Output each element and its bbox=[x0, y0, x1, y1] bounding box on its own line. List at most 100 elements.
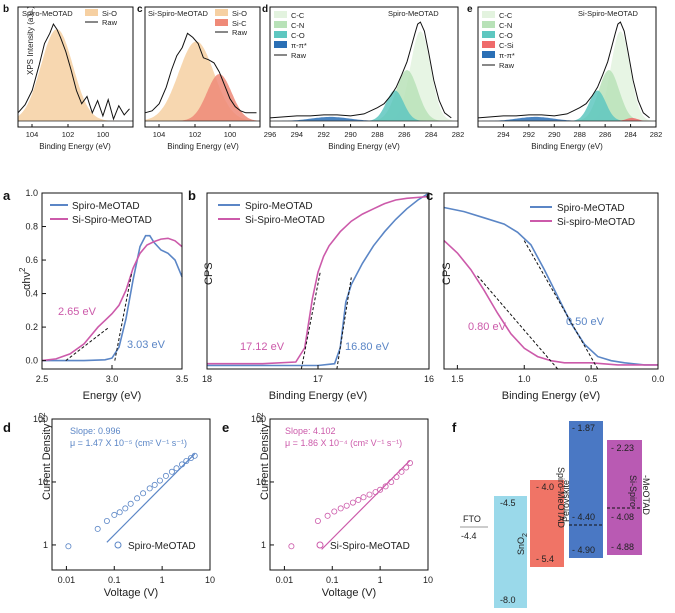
x-tick-label: 100 bbox=[97, 130, 110, 139]
fitted-peak bbox=[270, 70, 458, 121]
data-point bbox=[134, 495, 141, 502]
annotation: 2.65 eV bbox=[58, 306, 97, 318]
y-tick-label: 0.2 bbox=[25, 322, 38, 332]
inset-label: Spiro-MeOTAD bbox=[388, 9, 439, 18]
plot-area bbox=[17, 23, 133, 122]
y-tick-label: 100 bbox=[33, 414, 48, 424]
x-axis-label: Binding Energy (eV) bbox=[39, 142, 111, 151]
x-tick-label: 10 bbox=[205, 575, 215, 585]
mobility-text: μ = 1.47 X 10⁻⁵ (cm² V⁻¹ s⁻¹) bbox=[70, 438, 187, 448]
perovskite-label: Perovskite bbox=[561, 480, 571, 522]
legend-label: C-O bbox=[291, 31, 305, 40]
y-axis-label: XPS Intensity (a.u.) bbox=[26, 6, 35, 75]
spiro-mid-value: - 4.40 bbox=[572, 512, 595, 522]
sno2-bottom-value: -8.0 bbox=[500, 595, 516, 605]
data-point bbox=[360, 494, 367, 501]
spiro-top-value: - 1.87 bbox=[572, 423, 595, 433]
sno2-top-value: -4.5 bbox=[500, 498, 516, 508]
axes-frame bbox=[51, 418, 211, 571]
x-tick-labels: 104 102 100 bbox=[26, 124, 110, 139]
plot-area bbox=[477, 21, 656, 122]
x-tick-label: 1.0 bbox=[518, 374, 531, 384]
raw-spectrum-line bbox=[144, 32, 257, 114]
legend-label: π-π* bbox=[499, 51, 515, 60]
legend-swatch bbox=[215, 9, 228, 16]
legend-label: Raw bbox=[232, 28, 248, 37]
axes-frame bbox=[443, 192, 659, 370]
y-tick-label: 100 bbox=[251, 414, 266, 424]
plot-area bbox=[443, 206, 658, 370]
legend-label: C-O bbox=[499, 31, 513, 40]
fitted-peak bbox=[18, 29, 133, 122]
y-axis-label: αhν2 bbox=[18, 267, 33, 290]
axes-frame bbox=[269, 6, 459, 128]
x-tick-label: 294 bbox=[497, 130, 510, 139]
panel-c-mid: c CPS Spiro-MeOTAD Si-spiro-MeOTAD 0.80 … bbox=[426, 188, 664, 402]
legend-label: C-C bbox=[291, 11, 305, 20]
series-line bbox=[41, 237, 183, 362]
x-tick-label: 0.01 bbox=[276, 575, 294, 585]
panel-label: b bbox=[188, 188, 196, 203]
panel-label: e bbox=[222, 420, 229, 435]
x-axis-label: Binding Energy (eV) bbox=[167, 142, 239, 151]
panel-label: d bbox=[3, 420, 11, 435]
legend-label: C-N bbox=[499, 21, 512, 30]
x-tick-labels: 294 292 290 288 286 284 282 bbox=[497, 124, 662, 139]
x-axis-label: Binding Energy (eV) bbox=[531, 142, 603, 151]
annotation: 3.03 eV bbox=[127, 339, 166, 351]
legend-label: C-N bbox=[291, 21, 304, 30]
data-point bbox=[288, 543, 295, 550]
plot-area bbox=[65, 452, 198, 550]
y-tick-label: 0.4 bbox=[25, 289, 38, 299]
x-axis-label: Voltage (V) bbox=[104, 587, 158, 599]
legend-label: Si-O bbox=[232, 9, 247, 18]
legend-label: Spiro-MeOTAD bbox=[557, 203, 625, 214]
x-tick-label: 292 bbox=[523, 130, 536, 139]
data-point bbox=[377, 486, 384, 493]
axis-ticks: 0.01 0.1 1 10 1 10 100 bbox=[251, 414, 433, 585]
annotation: 0.80 eV bbox=[468, 321, 507, 333]
si-spiro-bottom-value: - 4.88 bbox=[611, 542, 634, 552]
tangent-line bbox=[336, 277, 352, 370]
data-point bbox=[122, 505, 129, 512]
plot-area bbox=[144, 32, 260, 122]
panel-e-bot: e Current Density1/2 Slope: 4.102 μ = 1.… bbox=[222, 412, 433, 599]
sno2-label: SnO2 bbox=[516, 533, 529, 555]
legend-swatch bbox=[482, 21, 495, 28]
x-tick-label: 284 bbox=[624, 130, 637, 139]
panel-label: d bbox=[262, 4, 268, 15]
legend-swatch bbox=[85, 9, 98, 16]
data-point bbox=[366, 491, 373, 498]
inset-label: Si-Spiro-MeOTAD bbox=[148, 9, 208, 18]
y-axis-label: CPS bbox=[203, 262, 215, 285]
raw-spectrum-line bbox=[477, 21, 650, 119]
perovskite-box bbox=[530, 480, 564, 567]
x-tick-label: 292 bbox=[317, 130, 330, 139]
si-spiro-mid-value: - 4.08 bbox=[611, 512, 634, 522]
x-tick-label: 3.0 bbox=[106, 374, 119, 384]
y-tick-label: 0.0 bbox=[25, 356, 38, 366]
x-tick-label: 102 bbox=[189, 130, 202, 139]
legend-label: Raw bbox=[291, 51, 307, 60]
series-line bbox=[207, 192, 430, 367]
legend-swatch bbox=[482, 41, 495, 48]
legend-label: Spiro-MeOTAD bbox=[245, 201, 313, 212]
x-tick-label: 1.5 bbox=[451, 374, 464, 384]
panel-b-mid: b CPS Spiro-MeOTAD Si-Spiro-MeOTAD 17.12… bbox=[188, 188, 434, 402]
data-point bbox=[337, 505, 344, 512]
panel-label: f bbox=[452, 420, 457, 435]
y-tick-label: 1 bbox=[261, 540, 266, 550]
panel-label: c bbox=[137, 4, 143, 15]
panel-a-mid: a αhν2 Spiro-MeOTAD Si-Spiro-MeOTAD 2.65… bbox=[3, 188, 188, 402]
x-tick-label: 286 bbox=[599, 130, 612, 139]
panel-label: b bbox=[3, 4, 9, 15]
fit-line bbox=[106, 453, 196, 543]
data-point bbox=[146, 485, 153, 492]
data-point bbox=[355, 496, 362, 503]
legend-swatch bbox=[482, 31, 495, 38]
data-point bbox=[140, 490, 147, 497]
data-point bbox=[111, 511, 118, 518]
legend-label: Raw bbox=[499, 61, 515, 70]
spiro-label: Spiro-MeOTAD bbox=[556, 467, 566, 528]
